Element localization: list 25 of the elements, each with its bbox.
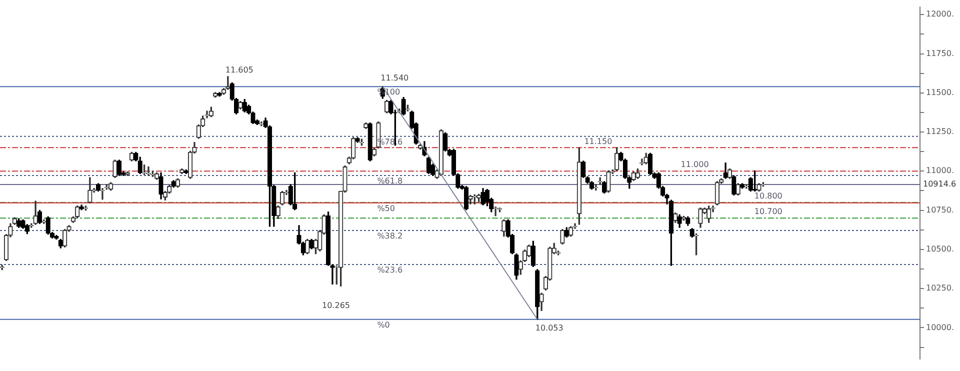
annotation: 11.150	[584, 136, 612, 146]
candlestick	[146, 166, 151, 176]
ref-line-label: 10914.6	[923, 180, 956, 189]
y-tick-label: 11500.	[926, 88, 954, 97]
y-tick-label: 10750.	[926, 205, 954, 214]
annotation: 10.053	[535, 323, 564, 332]
y-tick-label: 11250.	[926, 127, 954, 136]
annotation: %0	[377, 320, 390, 330]
annotation: %50	[377, 204, 395, 214]
annotation: 11.000	[680, 160, 709, 170]
y-tick-label: 10500.	[926, 244, 954, 254]
annotation: %61.8	[377, 176, 403, 186]
y-tick-label: 10000.	[926, 322, 954, 332]
annotation: 10.265	[322, 301, 350, 310]
candlestick	[744, 184, 749, 189]
y-tick-label: 11750.	[926, 48, 954, 58]
annotation: 10.700	[754, 207, 782, 216]
annotation: 11.605	[225, 65, 254, 74]
y-tick-label: 10250.	[926, 284, 954, 293]
y-tick-label: 11000.	[926, 166, 954, 176]
annotation: 10.800	[754, 192, 782, 201]
annotation: %23.6	[377, 266, 403, 275]
annotation: 11.540	[380, 74, 409, 83]
y-tick-label: 12000.	[926, 10, 954, 19]
annotation: %38.2	[377, 232, 403, 241]
